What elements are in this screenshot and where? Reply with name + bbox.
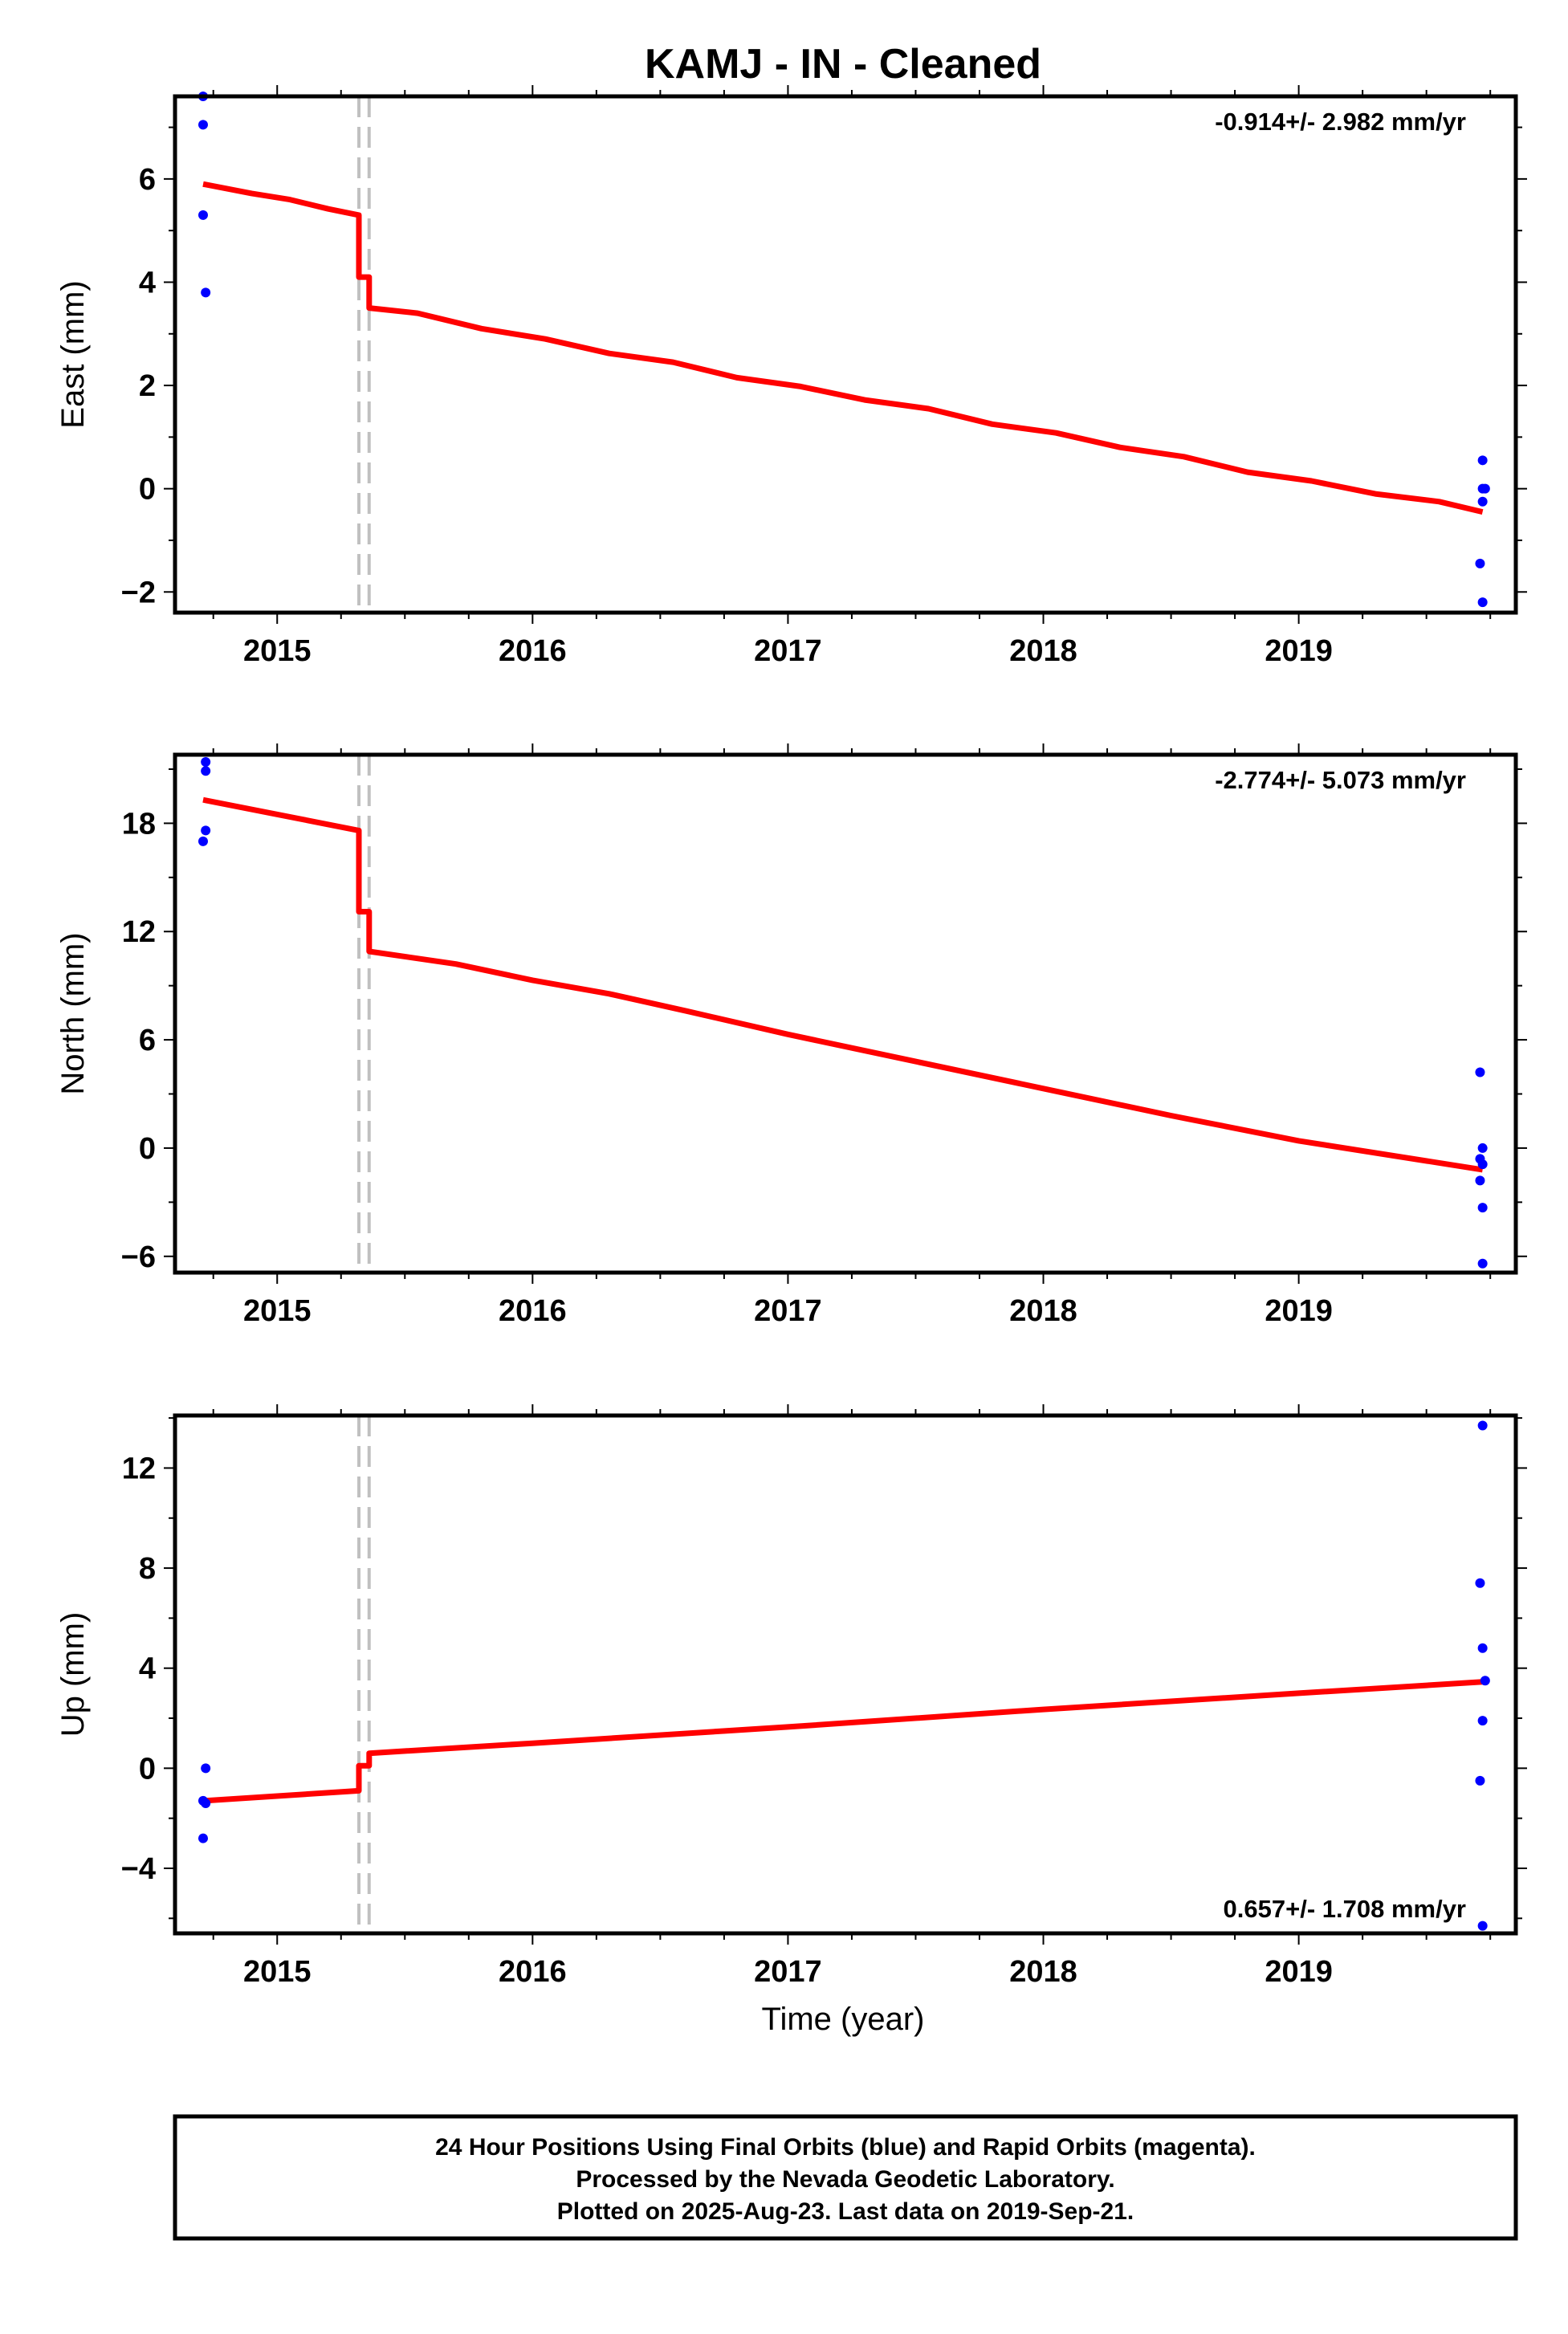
y-tick-label: 12 bbox=[122, 915, 156, 949]
model-line bbox=[202, 1679, 1483, 1804]
data-point bbox=[1477, 1159, 1488, 1170]
data-point bbox=[1477, 1716, 1488, 1726]
panel-east: 2015 2016 2017 2018 2019 −2 0 2 4 6 East (mm) -0.91… bbox=[55, 85, 1527, 668]
y-axis-label: Up (mm) bbox=[55, 1612, 91, 1737]
data-point bbox=[201, 766, 211, 776]
data-point bbox=[198, 1833, 208, 1843]
panel-frame bbox=[173, 752, 1518, 1275]
footer-line-2: Processed by the Nevada Geodetic Laborat… bbox=[576, 2166, 1114, 2193]
x-tick-label: 2019 bbox=[1265, 1955, 1333, 1989]
footer-box: 24 Hour Positions Using Final Orbits (bl… bbox=[173, 2114, 1518, 2241]
x-tick-label: 2019 bbox=[1265, 634, 1333, 668]
data-point bbox=[1475, 1775, 1485, 1786]
x-tick-label: 2017 bbox=[754, 634, 822, 668]
x-tick-label: 2018 bbox=[1009, 1955, 1077, 1989]
data-point bbox=[201, 756, 211, 767]
data-point bbox=[1480, 483, 1490, 494]
model-line bbox=[202, 796, 1484, 1173]
y-tick-label: −6 bbox=[121, 1240, 156, 1274]
chart-panels: 2015 2016 2017 2018 2019 −2 0 2 4 6 East (mm) -0.91… bbox=[55, 85, 1527, 1989]
y-tick-label: 4 bbox=[139, 1652, 156, 1686]
data-point bbox=[1477, 1143, 1488, 1153]
x-tick-label: 2016 bbox=[499, 1955, 567, 1989]
y-axis-label: East (mm) bbox=[55, 280, 91, 428]
x-tick-label: 2016 bbox=[499, 634, 567, 668]
x-tick-label: 2019 bbox=[1265, 1294, 1333, 1328]
rate-label: -0.914+/- 2.982 mm/yr bbox=[1215, 108, 1466, 136]
y-tick-label: 12 bbox=[122, 1452, 156, 1485]
footer-line-3: Plotted on 2025-Aug-23. Last data on 201… bbox=[557, 2198, 1134, 2225]
rate-label: -2.774+/- 5.073 mm/yr bbox=[1215, 766, 1466, 794]
figure-title: KAMJ - IN - Cleaned bbox=[645, 41, 1041, 88]
data-point bbox=[1477, 597, 1488, 608]
data-point bbox=[201, 1763, 211, 1774]
panel-frame bbox=[173, 94, 1518, 615]
data-point bbox=[1475, 1175, 1485, 1186]
data-point bbox=[201, 1798, 211, 1808]
x-tick-label: 2017 bbox=[754, 1294, 822, 1328]
y-tick-label: 6 bbox=[139, 163, 156, 197]
y-axis-label: North (mm) bbox=[55, 932, 91, 1094]
x-tick-label: 2018 bbox=[1009, 634, 1077, 668]
y-tick-label: 2 bbox=[139, 369, 156, 403]
data-point bbox=[1477, 455, 1488, 466]
data-point bbox=[1475, 1067, 1485, 1077]
data-point bbox=[1477, 1643, 1488, 1653]
x-tick-label: 2018 bbox=[1009, 1294, 1077, 1328]
x-axis-label: Time (year) bbox=[762, 2002, 925, 2037]
y-tick-label: 0 bbox=[139, 1752, 156, 1786]
y-tick-label: 0 bbox=[139, 473, 156, 507]
model-line bbox=[202, 181, 1484, 515]
data-point bbox=[1477, 1420, 1488, 1431]
y-tick-label: 18 bbox=[122, 807, 156, 841]
x-tick-label: 2017 bbox=[754, 1955, 822, 1989]
x-tick-label: 2015 bbox=[243, 1955, 312, 1989]
data-point bbox=[198, 120, 208, 130]
y-tick-label: −4 bbox=[121, 1852, 156, 1886]
data-point bbox=[1477, 1921, 1488, 1931]
panel-north: 2015 2016 2017 2018 2019 −6 0 6 12 18 North (mm) -2… bbox=[55, 743, 1527, 1328]
data-point bbox=[198, 836, 208, 846]
data-point bbox=[201, 825, 211, 836]
data-point bbox=[201, 287, 211, 298]
data-point bbox=[1477, 1203, 1488, 1213]
y-tick-label: 0 bbox=[139, 1132, 156, 1166]
data-point bbox=[1475, 1578, 1485, 1588]
rate-label: 0.657+/- 1.708 mm/yr bbox=[1224, 1895, 1466, 1923]
data-point bbox=[1477, 496, 1488, 507]
panel-up: 2015 2016 2017 2018 2019 −4 0 4 8 12 Up (mm) 0.657+… bbox=[55, 1404, 1527, 1989]
x-tick-label: 2016 bbox=[499, 1294, 567, 1328]
y-tick-label: −2 bbox=[121, 576, 156, 609]
data-point bbox=[1477, 1258, 1488, 1269]
footer-frame bbox=[173, 2114, 1518, 2241]
footer-line-1: 24 Hour Positions Using Final Orbits (bl… bbox=[435, 2134, 1256, 2161]
panel-frame bbox=[173, 1413, 1518, 1936]
y-tick-label: 6 bbox=[139, 1024, 156, 1057]
data-point bbox=[198, 210, 208, 220]
data-point bbox=[1475, 558, 1485, 568]
y-tick-label: 4 bbox=[139, 266, 156, 299]
x-tick-label: 2015 bbox=[243, 1294, 312, 1328]
data-point bbox=[1480, 1676, 1490, 1686]
y-tick-label: 8 bbox=[139, 1552, 156, 1586]
x-tick-label: 2015 bbox=[243, 634, 312, 668]
